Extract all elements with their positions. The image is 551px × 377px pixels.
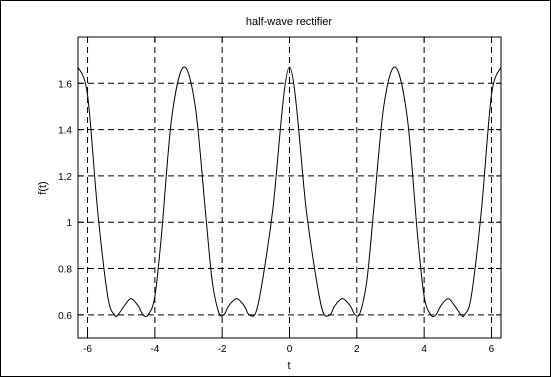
y-tick-label: 1.2 <box>58 172 72 183</box>
series-line <box>77 66 502 318</box>
x-axis-label: t <box>287 360 290 372</box>
chart-title: half-wave rectifier <box>246 16 333 28</box>
y-axis-label: f(t) <box>37 181 49 194</box>
x-tick-label: -4 <box>150 344 159 355</box>
x-tick-label: 6 <box>489 344 495 355</box>
x-tick-label: -2 <box>218 344 227 355</box>
y-tick-label: 1.6 <box>58 79 72 90</box>
y-tick-label: 1.4 <box>58 126 72 137</box>
x-tick-label: 0 <box>287 344 293 355</box>
x-tick-label: 4 <box>421 344 427 355</box>
x-tick-label: -6 <box>83 344 92 355</box>
ticks <box>78 37 501 338</box>
y-tick-label: 0.8 <box>58 265 72 276</box>
y-tick-label: 0.6 <box>58 311 72 322</box>
x-tick-label: 2 <box>354 344 360 355</box>
tick-labels: -6 -4 -2 0 2 4 6 0.6 0.8 1 1.2 1.4 1.6 <box>58 79 495 355</box>
grid <box>78 37 501 338</box>
y-tick-label: 1 <box>66 218 72 229</box>
